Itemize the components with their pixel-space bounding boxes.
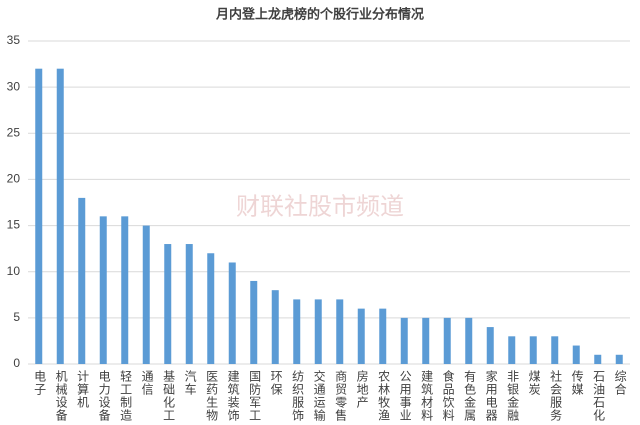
bar <box>465 317 473 364</box>
bar <box>551 336 559 364</box>
bar <box>56 68 64 364</box>
y-tick-label: 5 <box>13 310 20 324</box>
x-tick-label: 计算机 <box>76 370 90 409</box>
watermark: 财联社股市频道 <box>236 193 404 220</box>
bar <box>35 68 43 364</box>
x-tick-label: 环保 <box>269 370 283 396</box>
x-tick-label: 电力设备 <box>97 370 111 422</box>
bar <box>99 216 107 364</box>
bar <box>142 225 150 364</box>
x-tick-label: 非银金融 <box>506 370 520 422</box>
y-tick-label: 20 <box>7 172 21 186</box>
y-tick-label: 10 <box>7 264 21 278</box>
x-tick-label: 综合 <box>613 370 627 396</box>
bar <box>271 290 279 364</box>
x-tick-label: 煤炭 <box>527 370 541 396</box>
x-tick-label: 纺织服饰 <box>291 370 305 422</box>
x-tick-label: 医药生物 <box>205 370 219 422</box>
bar <box>293 299 301 364</box>
x-tick-label: 房地产 <box>355 369 369 409</box>
bar <box>357 308 365 364</box>
bar <box>443 317 451 364</box>
chart-title: 月内登上龙虎榜的个股行业分布情况 <box>215 6 424 21</box>
x-tick-label: 交通运输 <box>312 369 326 422</box>
bar <box>486 327 494 364</box>
x-tick-label: 轻工制造 <box>119 370 133 422</box>
bar <box>422 317 430 364</box>
bar <box>121 216 129 364</box>
x-tick-label: 社会服务 <box>549 369 563 422</box>
x-tick-label: 建筑材料 <box>420 370 434 422</box>
bar <box>400 317 408 364</box>
x-tick-label: 基础化工 <box>162 370 176 422</box>
bar <box>594 354 602 364</box>
bar <box>529 336 537 364</box>
x-tick-label: 食品饮料 <box>441 369 455 422</box>
x-tick-label: 电子 <box>33 370 47 396</box>
y-tick-label: 15 <box>7 218 21 232</box>
x-tick-label: 传媒 <box>570 369 584 396</box>
bar <box>164 244 172 364</box>
bar <box>314 299 322 364</box>
bar <box>615 354 623 364</box>
y-tick-label: 25 <box>7 125 21 139</box>
x-tick-label: 建筑装饰 <box>226 370 240 422</box>
bar <box>207 253 215 364</box>
bar <box>336 299 344 364</box>
x-tick-label: 商贸零售 <box>334 369 348 422</box>
y-tick-label: 35 <box>7 33 21 47</box>
bar <box>228 262 236 364</box>
x-tick-label: 石油石化 <box>592 370 606 422</box>
bar <box>508 336 516 364</box>
y-tick-label: 30 <box>7 79 21 93</box>
bar <box>572 345 580 364</box>
x-tick-label: 机械设备 <box>54 370 68 422</box>
x-tick-label: 家用电器 <box>484 369 498 422</box>
x-tick-label: 有色金属 <box>463 370 477 422</box>
x-tick-label: 汽车 <box>183 369 197 396</box>
bar <box>78 197 86 364</box>
bar <box>379 308 387 364</box>
y-tick-label: 0 <box>13 356 20 370</box>
x-tick-label: 农林牧渔 <box>377 370 391 422</box>
x-tick-label: 公用事业 <box>398 370 412 422</box>
bar <box>185 244 193 364</box>
bar <box>250 280 258 364</box>
x-tick-label: 通信 <box>140 370 154 396</box>
x-tick-label: 国防军工 <box>248 370 262 422</box>
